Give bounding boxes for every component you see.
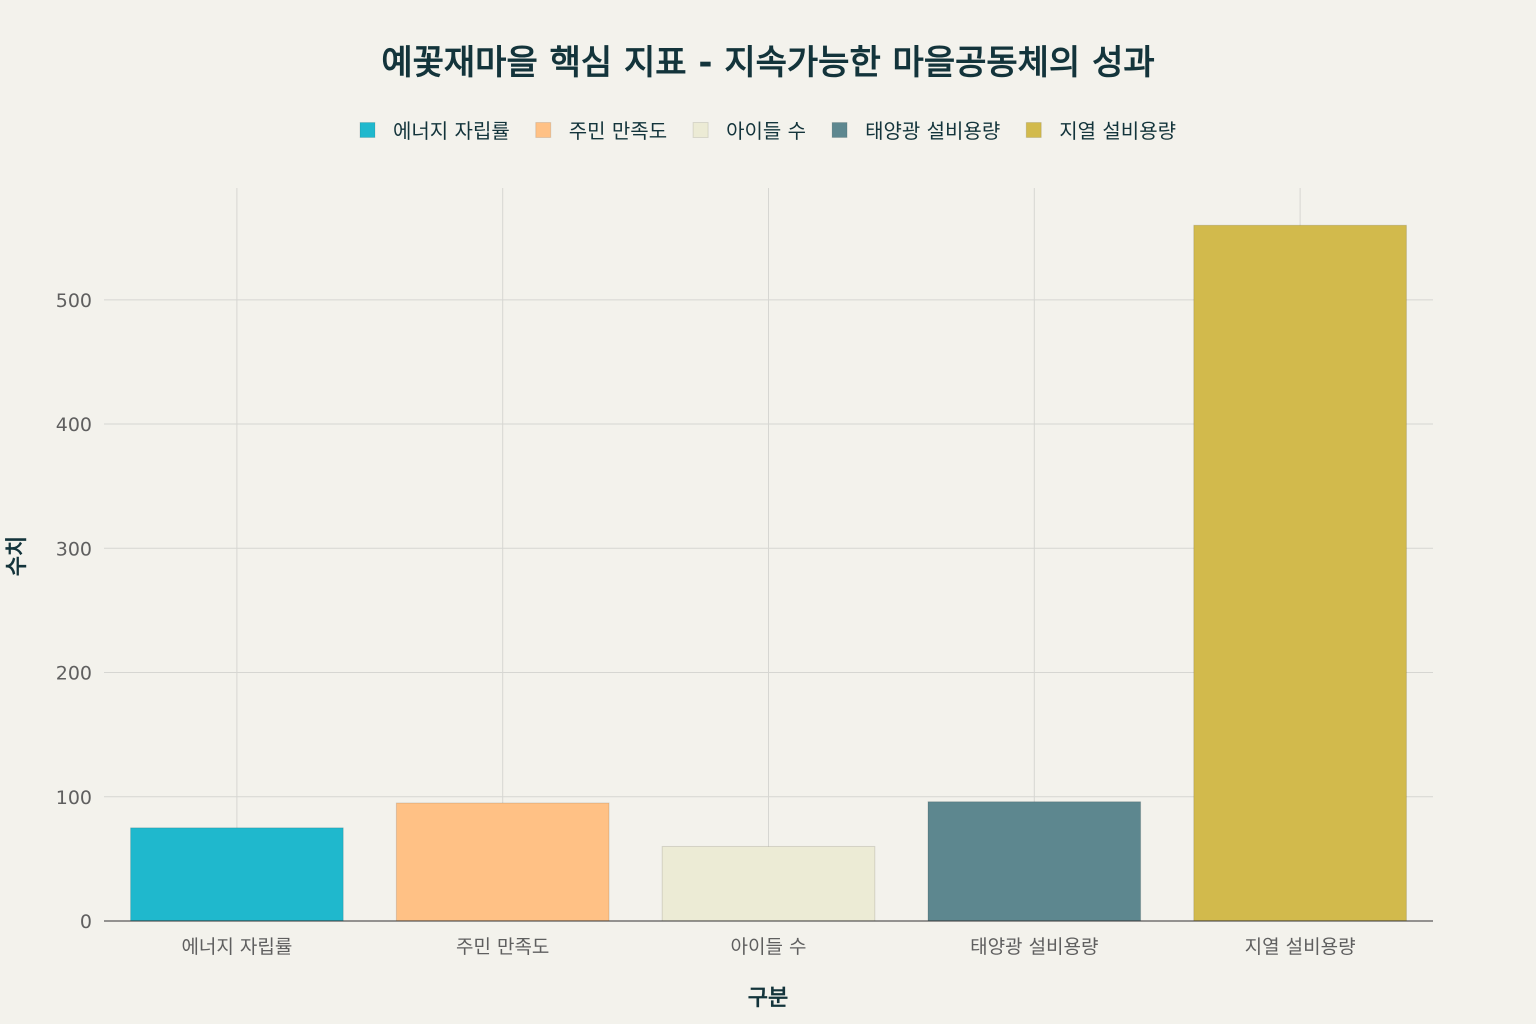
y-tick-label: 300 — [56, 538, 92, 560]
bar[interactable]: 에너지 자립률: 75 — [130, 827, 344, 922]
legend-item[interactable]: 지열 설비용량 — [1025, 119, 1176, 143]
x-tick-label: 지열 설비용량 — [1245, 936, 1356, 958]
y-tick-label: 0 — [80, 911, 92, 933]
bar[interactable]: 태양광 설비용량: 96 — [927, 801, 1142, 922]
y-tick-label: 100 — [56, 787, 92, 809]
chart-title: 예꽃재마을 핵심 지표 - 지속가능한 마을공동체의 성과 — [381, 43, 1154, 83]
legend-label: 태양광 설비용량 — [865, 119, 1000, 143]
legend-label: 아이들 수 — [726, 119, 806, 143]
y-tick-label: 500 — [56, 290, 92, 312]
x-tick-label: 아이들 수 — [731, 936, 807, 958]
legend-label: 주민 만족도 — [569, 119, 667, 143]
legend-swatch — [692, 122, 709, 138]
x-tick-label: 태양광 설비용량 — [970, 936, 1098, 958]
bar[interactable]: 지열 설비용량: 560 — [1193, 224, 1407, 922]
y-axis-title: 수치 — [5, 536, 30, 576]
y-tick-label: 200 — [56, 663, 92, 685]
legend-item[interactable]: 아이들 수 — [692, 119, 806, 143]
legend-swatch — [359, 122, 376, 138]
bar[interactable]: 주민 만족도: 95 — [395, 802, 610, 922]
bar[interactable]: 아이들 수: 60 — [661, 845, 876, 922]
x-tick-label: 주민 만족도 — [456, 936, 549, 958]
legend-item[interactable]: 주민 만족도 — [535, 119, 667, 143]
y-tick-label: 400 — [56, 414, 92, 436]
x-tick-label: 에너지 자립률 — [181, 936, 292, 958]
legend-swatch — [1025, 122, 1042, 138]
legend: 에너지 자립률 주민 만족도 아이들 수 태양광 설비용량 지열 설비용량 — [359, 119, 1176, 143]
legend-label: 에너지 자립률 — [393, 119, 510, 143]
legend-item[interactable]: 태양광 설비용량 — [831, 119, 1000, 143]
legend-item[interactable]: 에너지 자립률 — [359, 119, 510, 143]
legend-swatch — [831, 122, 848, 138]
axes: 0 100 200 300 400 500 에너지 자립률 주민 만족도 아이들 수 태양광 설비… — [56, 290, 1433, 958]
x-axis-title: 구분 — [748, 986, 788, 1011]
legend-label: 지열 설비용량 — [1059, 119, 1176, 143]
legend-swatch — [535, 122, 552, 138]
